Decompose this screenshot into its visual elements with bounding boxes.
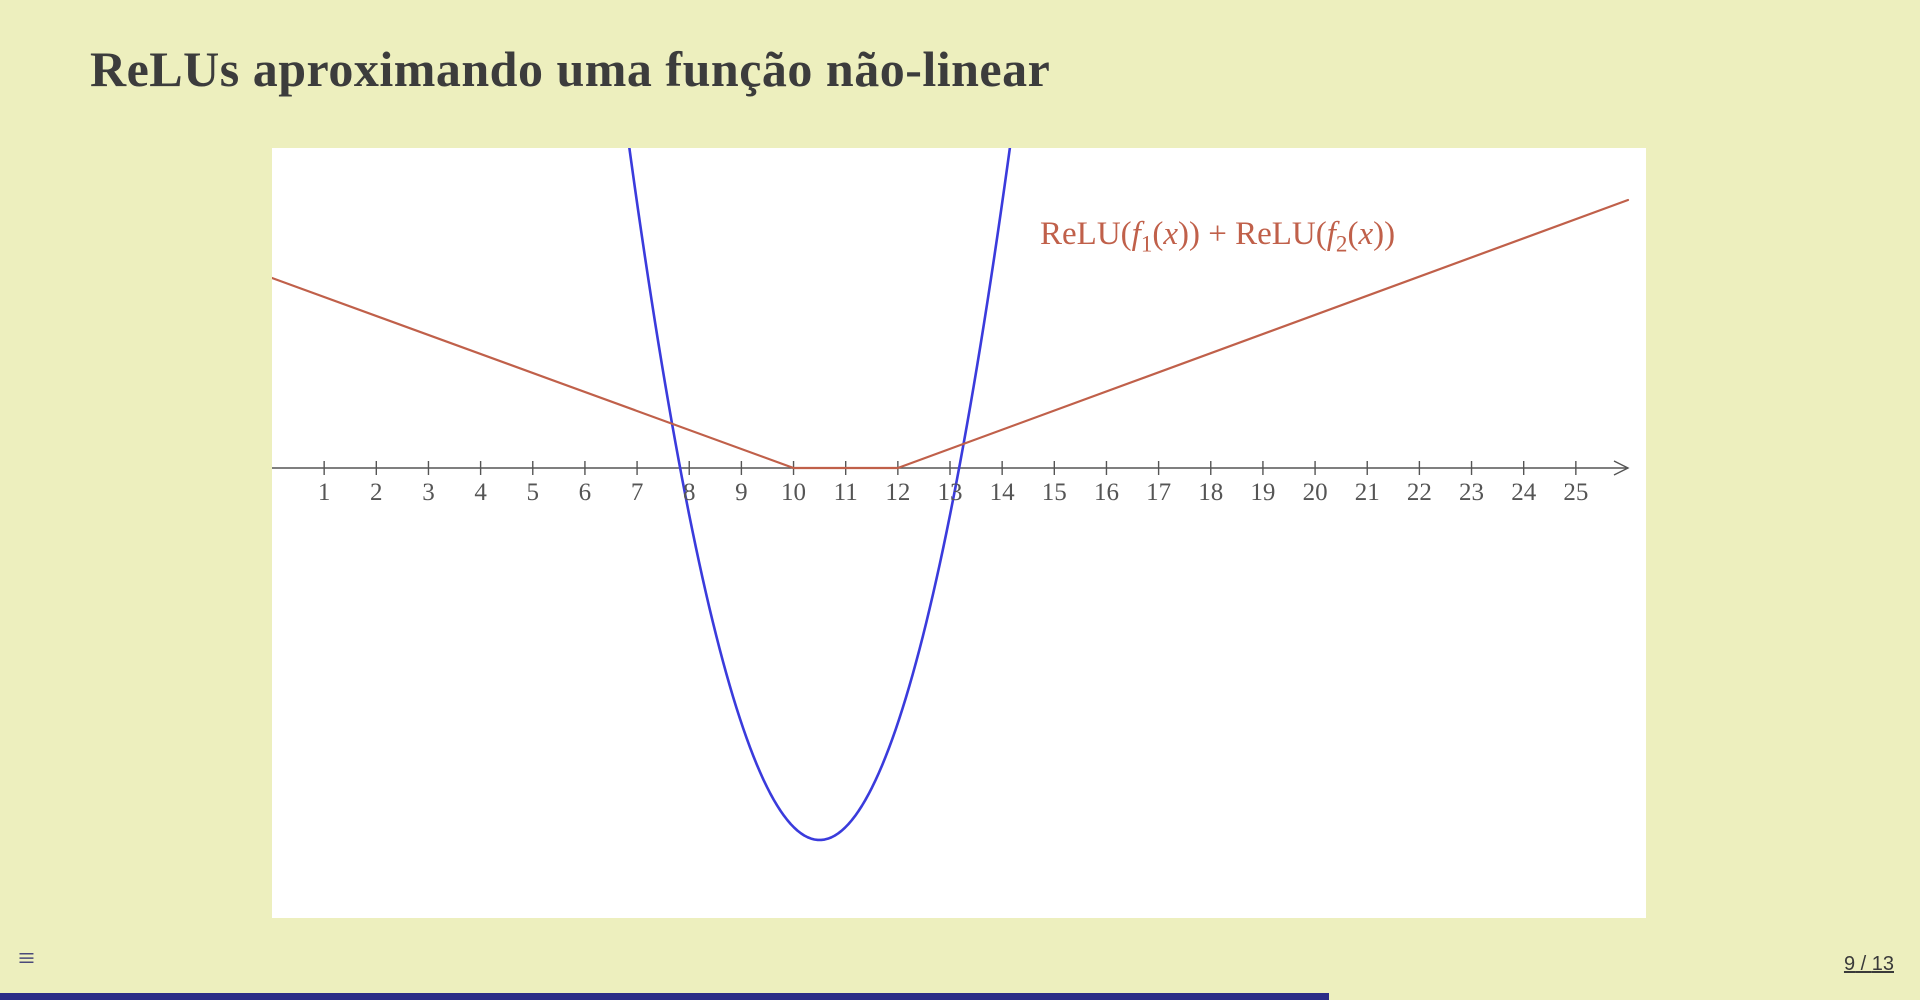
- menu-icon[interactable]: ≡: [18, 944, 35, 974]
- svg-text:9: 9: [735, 479, 748, 506]
- svg-text:1: 1: [318, 479, 331, 506]
- svg-text:5: 5: [527, 479, 540, 506]
- progress-bar: [0, 993, 1920, 1000]
- slide: ReLUs aproximando uma função não-linear …: [0, 0, 1920, 1000]
- svg-text:20: 20: [1303, 479, 1328, 506]
- svg-text:4: 4: [474, 479, 487, 506]
- svg-text:7: 7: [631, 479, 644, 506]
- svg-text:12: 12: [885, 479, 910, 506]
- chart-svg: 1234567891011121314151617181920212223242…: [272, 148, 1646, 918]
- page-title: ReLUs aproximando uma função não-linear: [90, 40, 1050, 98]
- svg-text:14: 14: [990, 479, 1016, 506]
- svg-text:16: 16: [1094, 479, 1119, 506]
- svg-text:18: 18: [1198, 479, 1223, 506]
- svg-text:13: 13: [938, 479, 963, 506]
- chart-area: 1234567891011121314151617181920212223242…: [272, 148, 1646, 918]
- page-total: 13: [1872, 953, 1894, 975]
- svg-text:17: 17: [1146, 479, 1171, 506]
- svg-text:6: 6: [579, 479, 592, 506]
- svg-text:15: 15: [1042, 479, 1067, 506]
- svg-text:24: 24: [1511, 479, 1537, 506]
- svg-text:2: 2: [370, 479, 383, 506]
- svg-text:23: 23: [1459, 479, 1484, 506]
- svg-text:25: 25: [1563, 479, 1588, 506]
- page-current: 9: [1844, 953, 1855, 975]
- svg-text:21: 21: [1355, 479, 1380, 506]
- svg-text:10: 10: [781, 479, 806, 506]
- svg-text:8: 8: [683, 479, 696, 506]
- svg-text:22: 22: [1407, 479, 1432, 506]
- svg-text:11: 11: [834, 479, 858, 506]
- svg-text:3: 3: [422, 479, 435, 506]
- chart-legend: ReLU(f1(x)) + ReLU(f2(x)): [1040, 216, 1395, 258]
- svg-text:19: 19: [1250, 479, 1275, 506]
- page-indicator[interactable]: 9 / 13: [1844, 953, 1894, 976]
